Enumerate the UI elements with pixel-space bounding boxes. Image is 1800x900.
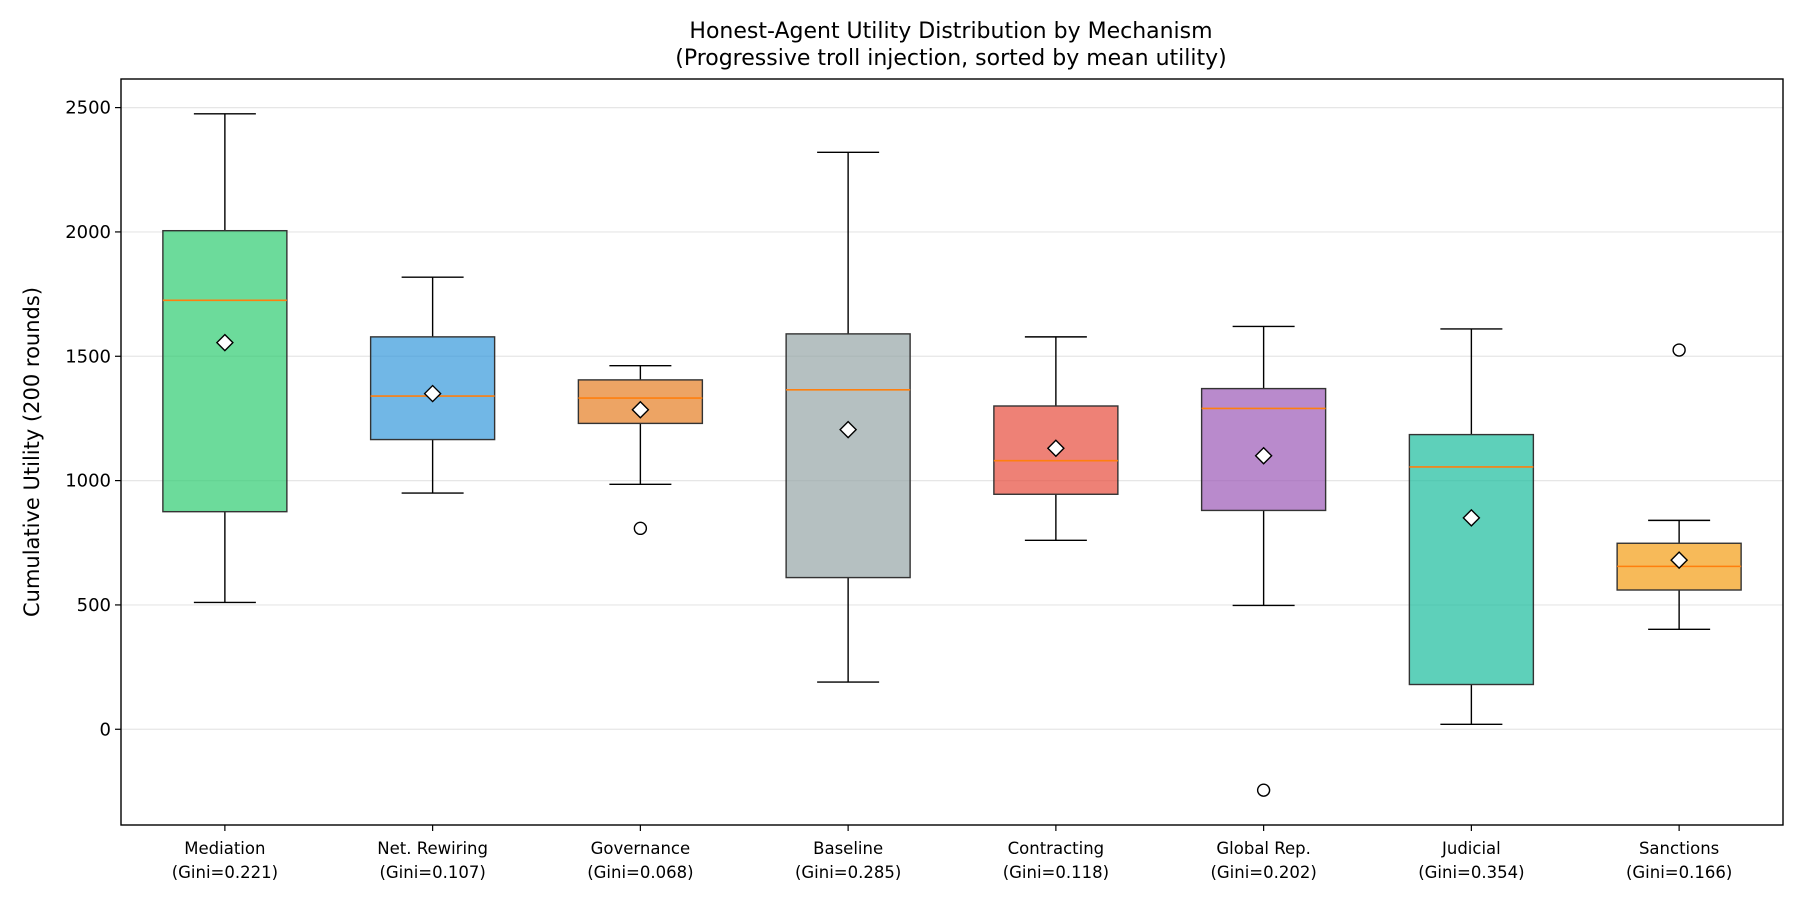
ytick-label: 500 — [77, 595, 111, 616]
mean-marker — [1462, 508, 1481, 527]
mean-marker — [215, 333, 234, 352]
box — [785, 333, 911, 579]
boxes-layer — [162, 113, 1742, 797]
axes-layer: 0 500 1000 1500 2000 2500 Mediation (Gini=0.221… — [65, 78, 1784, 882]
xtick-sublabel: (Gini=0.202) — [1210, 863, 1316, 882]
y-axis-label: Cumulative Utility (200 rounds) — [20, 287, 44, 617]
chart-title: Honest-Agent Utility Distribution by Mec… — [689, 19, 1212, 44]
mean-marker — [631, 400, 650, 419]
xtick-sublabel: (Gini=0.354) — [1418, 863, 1524, 882]
ytick-label: 2500 — [65, 98, 111, 119]
xtick-sublabel: (Gini=0.118) — [1003, 863, 1109, 882]
box — [1408, 433, 1535, 686]
xtick-label: Judicial — [1441, 839, 1501, 858]
xtick-sublabel: (Gini=0.107) — [379, 863, 485, 882]
mean-marker — [423, 384, 442, 403]
chart-subtitle: (Progressive troll injection, sorted by … — [675, 46, 1227, 71]
xtick-label: Mediation — [184, 839, 265, 858]
xtick-sublabel: (Gini=0.285) — [795, 863, 901, 882]
xtick-sublabel: (Gini=0.221) — [172, 863, 278, 882]
xtick-label: Global Rep. — [1216, 839, 1310, 858]
outlier-point — [1256, 783, 1271, 797]
xtick-label: Net. Rewiring — [377, 839, 488, 858]
mean-marker — [1254, 446, 1273, 465]
xtick-label: Governance — [591, 839, 691, 858]
xtick-sublabel: (Gini=0.166) — [1626, 863, 1732, 882]
box — [162, 229, 288, 513]
outlier-point — [633, 521, 648, 536]
xtick-sublabel: (Gini=0.068) — [587, 863, 693, 882]
mean-marker — [839, 420, 858, 439]
xtick-label: Baseline — [813, 839, 883, 858]
outlier-point — [1672, 343, 1686, 357]
mean-marker — [1046, 439, 1065, 458]
ytick-label: 1500 — [65, 346, 111, 367]
plot-frame — [120, 78, 1784, 826]
mean-marker — [1670, 551, 1689, 570]
xtick-label: Contracting — [1008, 839, 1105, 858]
ytick-label: 1000 — [65, 471, 111, 492]
ytick-label: 2000 — [65, 222, 111, 243]
ytick-label: 0 — [100, 719, 111, 740]
xtick-label: Sanctions — [1639, 839, 1719, 858]
